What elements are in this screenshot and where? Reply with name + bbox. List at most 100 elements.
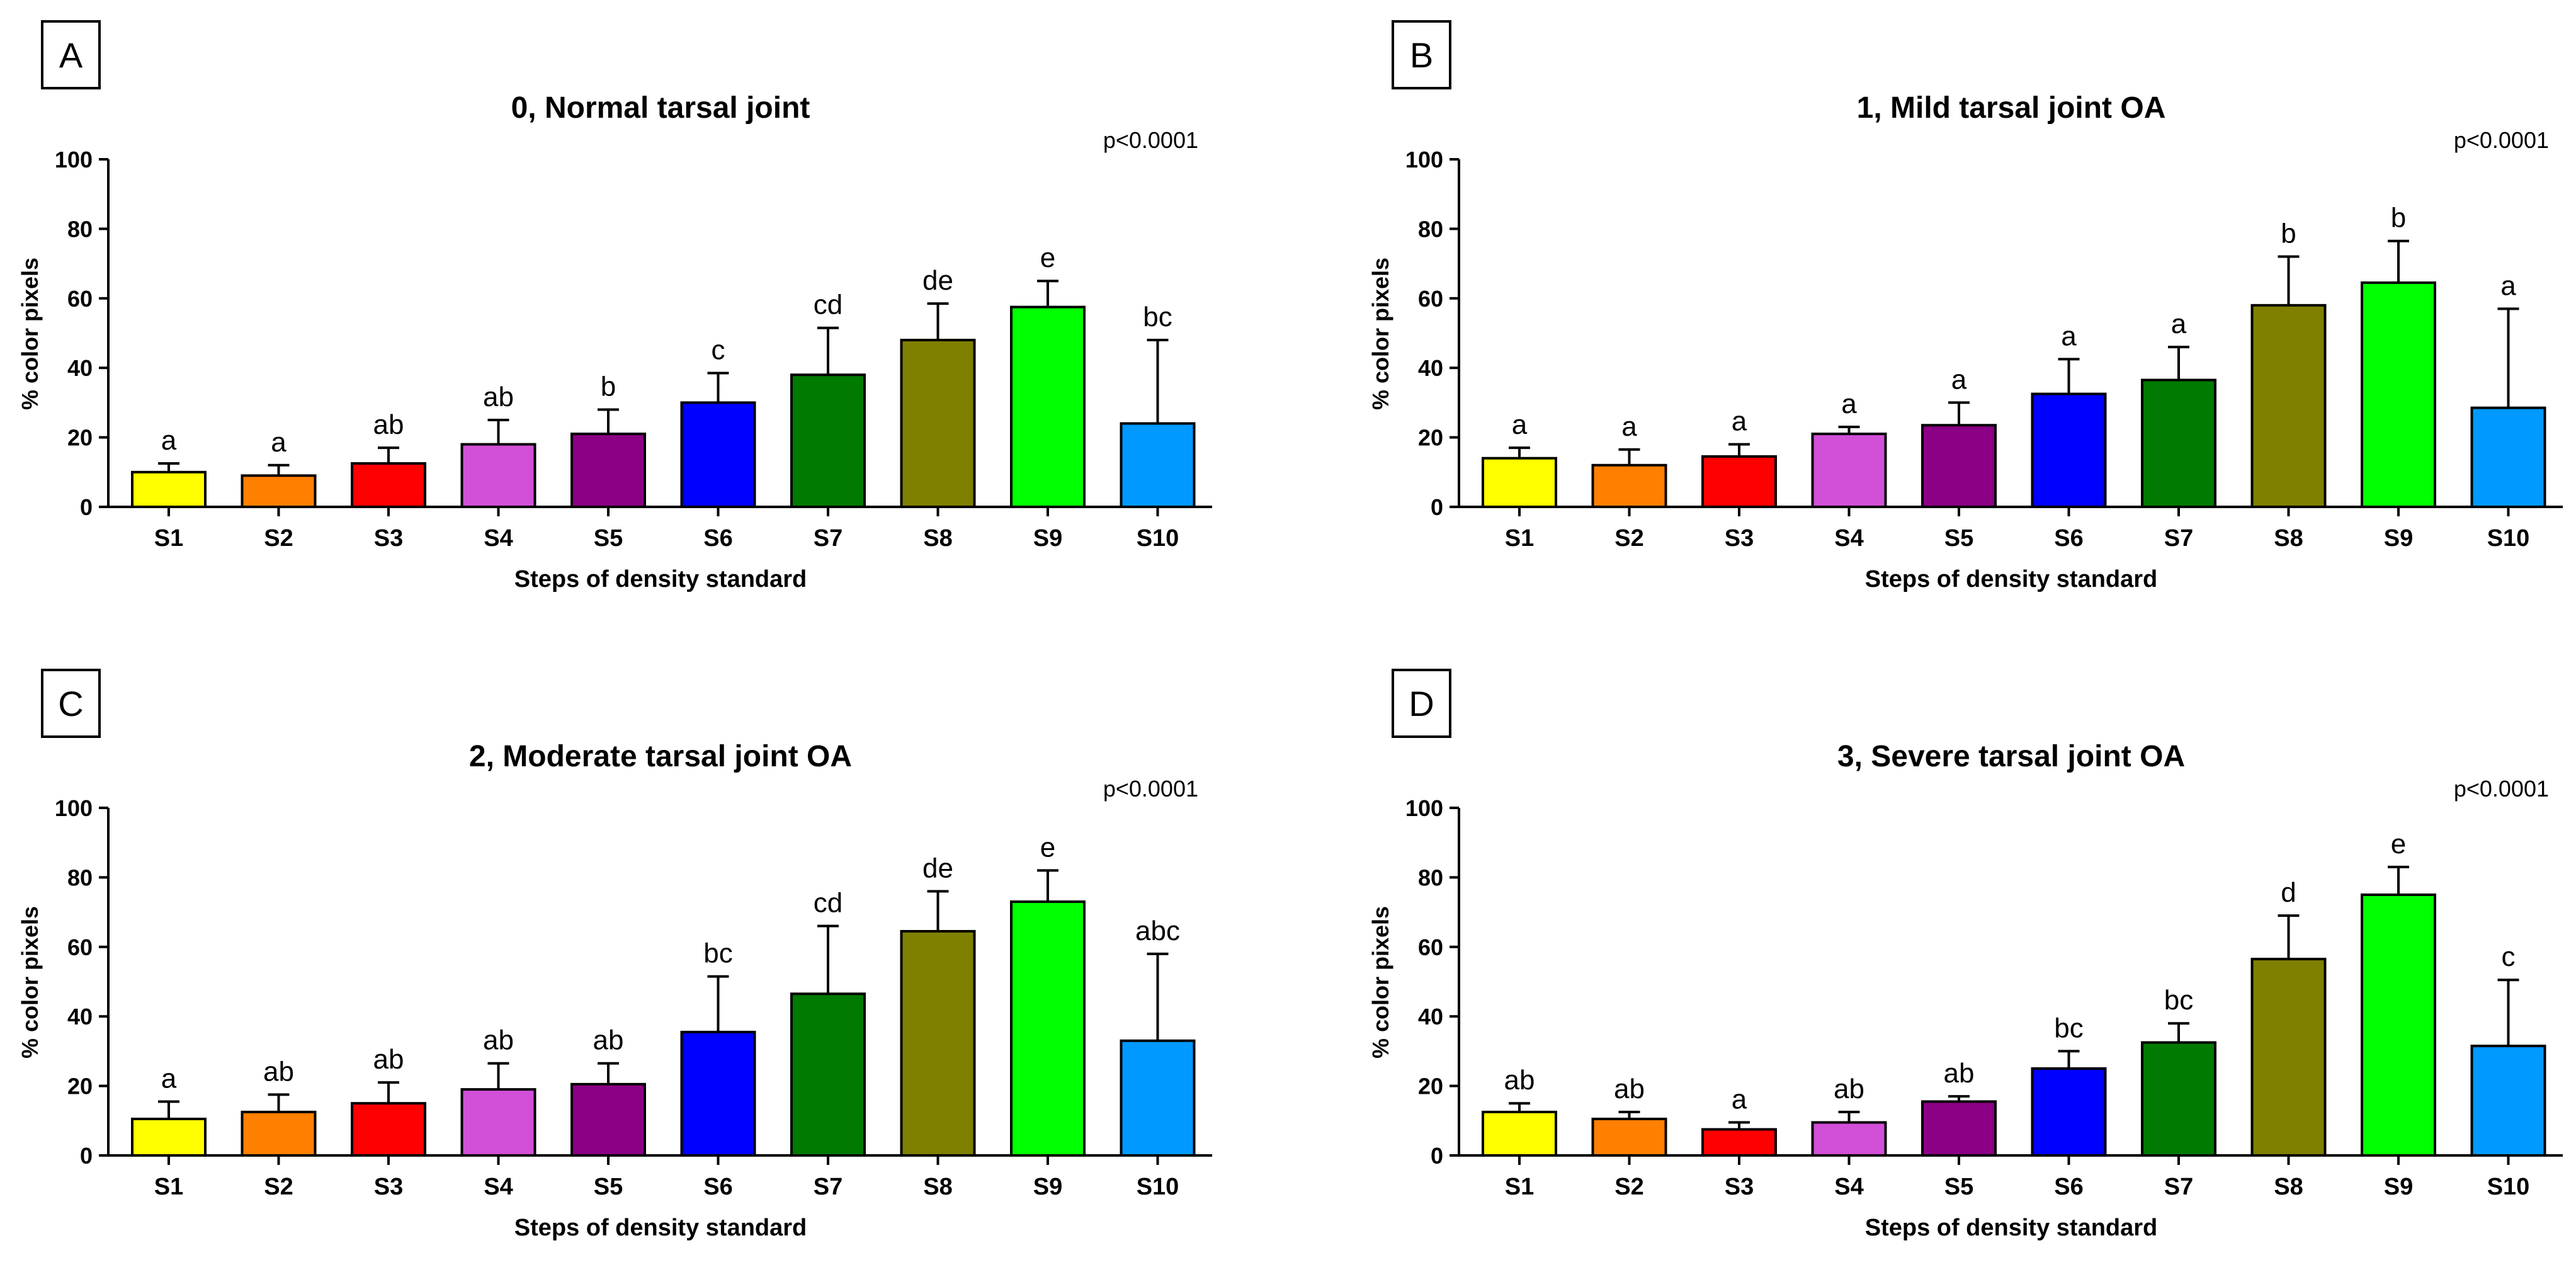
x-tick-label: S4 (1834, 525, 1863, 552)
x-tick-label: S1 (154, 525, 183, 552)
x-tick-label: S6 (2054, 525, 2083, 552)
plot-area: 0 20 40 60 80 100 S1 a S2 a S3 ab S4 ab S5 b S6 c S7 cd S8 de… (55, 147, 1212, 552)
y-tick-label: 100 (1405, 795, 1443, 821)
bar-s8 (900, 339, 976, 508)
y-tick-label: 20 (67, 1074, 93, 1099)
x-tick-label: S2 (1614, 525, 1643, 552)
bar-s3 (1701, 455, 1777, 509)
bar-s3 (351, 462, 426, 508)
significance-label: a (2061, 320, 2077, 351)
significance-label: de (922, 853, 953, 883)
y-tick-label: 20 (67, 425, 93, 451)
bar-s3 (1701, 1128, 1777, 1157)
bar-s8 (900, 929, 976, 1157)
x-tick-label: S5 (1944, 525, 1973, 552)
x-tick-label: S6 (703, 525, 732, 552)
significance-label: a (1621, 411, 1637, 442)
chart-title: 1, Mild tarsal joint OA (1857, 91, 2166, 125)
bar-s9 (1010, 900, 1086, 1157)
bar-s7 (2141, 378, 2216, 509)
significance-label: a (2500, 270, 2516, 301)
y-tick-label: 0 (80, 1143, 93, 1169)
bar-s7 (2141, 1041, 2216, 1157)
bar-s4 (1811, 433, 1887, 509)
x-tick-label: S9 (1033, 525, 1062, 552)
bar-s3 (351, 1102, 426, 1157)
x-tick-label: S7 (814, 525, 843, 552)
x-tick-label: S10 (2487, 1174, 2530, 1200)
bar-s2 (1591, 463, 1667, 509)
bar-s6 (2031, 1067, 2107, 1157)
significance-label: a (1732, 1084, 1747, 1115)
x-tick-label: S4 (484, 525, 513, 552)
y-tick-label: 80 (67, 216, 93, 242)
x-tick-label: S1 (154, 1174, 183, 1200)
significance-label: a (271, 427, 287, 458)
significance-label: ab (373, 409, 404, 440)
y-tick-label: 0 (80, 494, 93, 520)
bar-s10 (2470, 406, 2546, 508)
y-tick-label: 100 (55, 795, 93, 821)
y-tick-label: 40 (67, 1004, 93, 1030)
significance-label: de (922, 265, 953, 296)
significance-label: a (161, 425, 177, 456)
plot-area: 0 20 40 60 80 100 S1 ab S2 ab S3 a S4 ab S5 ab S6 bc S7 bc S… (1405, 795, 2563, 1200)
x-tick-label: S2 (1614, 1174, 1643, 1200)
significance-label: a (161, 1063, 177, 1094)
significance-label: bc (2164, 985, 2193, 1016)
significance-label: bc (703, 938, 732, 969)
chart-svg: 2, Moderate tarsal joint OA p<0.0001 % c… (17, 740, 1212, 1241)
significance-label: bc (1143, 302, 1172, 332)
significance-label: c (712, 334, 725, 365)
panel-letter: C (41, 669, 101, 738)
significance-label: ab (593, 1025, 624, 1056)
y-tick-label: 20 (1418, 425, 1443, 451)
y-tick-label: 60 (67, 934, 93, 960)
bar-s4 (460, 443, 536, 509)
bar-s1 (1482, 457, 1557, 508)
significance-label: b (2281, 218, 2296, 249)
bar-s7 (790, 992, 866, 1157)
significance-label: b (601, 371, 616, 402)
y-tick-label: 60 (1418, 934, 1443, 960)
bar-s2 (241, 474, 317, 509)
significance-label: ab (483, 1025, 514, 1056)
x-tick-label: S5 (594, 525, 623, 552)
significance-label: abc (1135, 916, 1180, 946)
x-tick-label: S3 (374, 1174, 403, 1200)
significance-label: e (2391, 829, 2406, 859)
x-tick-label: S9 (2384, 525, 2413, 552)
significance-label: a (1512, 409, 1528, 440)
bar-s5 (1921, 424, 1997, 509)
significance-label: a (2171, 309, 2187, 339)
bar-s6 (2031, 392, 2107, 508)
x-tick-label: S6 (2054, 1174, 2083, 1200)
y-axis-label: % color pixels (1368, 906, 1393, 1058)
x-tick-label: S9 (1033, 1174, 1062, 1200)
y-tick-label: 80 (1418, 216, 1443, 242)
x-axis-label: Steps of density standard (1865, 566, 2158, 593)
x-tick-label: S4 (1834, 1174, 1863, 1200)
significance-label: ab (1504, 1065, 1535, 1096)
x-tick-label: S6 (703, 1174, 732, 1200)
x-tick-label: S1 (1505, 1174, 1534, 1200)
y-tick-label: 100 (55, 147, 93, 173)
chart-svg: 0, Normal tarsal joint p<0.0001 % color … (17, 91, 1212, 593)
y-tick-label: 0 (1431, 494, 1443, 520)
x-tick-label: S10 (1137, 525, 1179, 552)
bar-s9 (2361, 281, 2436, 508)
chart-svg: 1, Mild tarsal joint OA p<0.0001 % color… (1368, 91, 2563, 593)
chart-svg: 3, Severe tarsal joint OA p<0.0001 % col… (1368, 740, 2563, 1241)
significance-label: ab (483, 382, 514, 412)
x-tick-label: S8 (2274, 1174, 2303, 1200)
p-value-label: p<0.0001 (1103, 776, 1198, 802)
bar-s10 (1120, 1039, 1196, 1157)
bar-s8 (2250, 303, 2327, 508)
panel-letter: B (1392, 20, 1451, 89)
x-tick-label: S7 (814, 1174, 843, 1200)
plot-area: 0 20 40 60 80 100 S1 a S2 ab S3 ab S4 ab S5 ab S6 bc S7 cd S… (55, 795, 1212, 1200)
bar-s2 (1591, 1118, 1667, 1157)
significance-label: e (1040, 242, 1055, 273)
x-tick-label: S7 (2164, 1174, 2193, 1200)
bar-s10 (1120, 422, 1196, 509)
